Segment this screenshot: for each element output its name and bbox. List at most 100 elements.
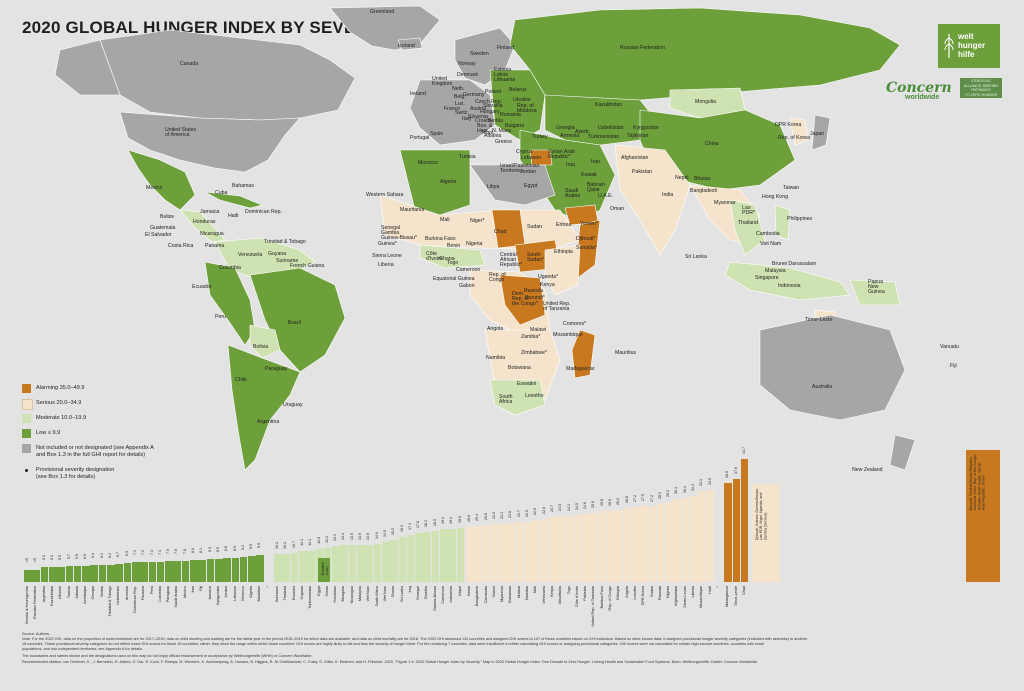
map-label-ukraine: Ukraine (513, 97, 531, 103)
bar-country-label: Ecuador (291, 586, 296, 601)
bar-value-label: 8.9 (232, 545, 237, 551)
map-label-chad: Chad (494, 229, 507, 235)
map-label-iceland: Iceland (398, 43, 415, 49)
bar (181, 560, 190, 582)
map-label-ethiopia: Ethiopia (554, 249, 573, 255)
bar-value-label: 44.7 (741, 447, 746, 455)
bar-country-label: Kyrgyzstan (215, 586, 220, 605)
bar (223, 557, 231, 582)
bar (648, 507, 657, 582)
page-title: 2020 GLOBAL HUNGER INDEX BY SEVERITY (22, 18, 396, 37)
bar-value-label: 14.0 (374, 531, 379, 539)
map-label-myanmar: Myanmar (714, 200, 736, 206)
legend-swatch (25, 469, 28, 472)
bar-country-label: Morocco (240, 586, 245, 601)
bar (206, 559, 215, 582)
map-label-netherlands: Neth. (452, 86, 465, 92)
region-drc (499, 274, 546, 326)
bar (456, 528, 465, 582)
map-label-albania: Albania (484, 133, 502, 139)
bar-value-label: 13.6 (358, 532, 362, 540)
bar-value-label: 7.8 (182, 548, 187, 554)
bar (607, 510, 615, 582)
footer-note-5: Recommended citation: von Grebmer, K., J… (22, 660, 758, 664)
bar (373, 543, 382, 582)
map-label-kenya: Kenya (540, 282, 555, 288)
bar-country-label: Ghana (391, 586, 396, 598)
map-label-nicaragua: Nicaragua (200, 231, 224, 237)
bar (340, 545, 349, 582)
map-label-uae: U.A.E. (598, 193, 613, 199)
bar-value-label: 8.1 (199, 547, 204, 553)
bar-country-label: Iran (191, 586, 195, 593)
map-label-brazil: Brazil (288, 320, 301, 326)
welthungerhilfe-logo: welt hunger hilfe (938, 24, 1000, 68)
bar-value-label: 9.2 (240, 544, 245, 550)
map-label-vanuatu: Vanuatu (940, 344, 959, 350)
map-label-ghana: Ghana (439, 256, 455, 262)
map-label-niger: Niger* (470, 218, 485, 224)
bar-value-label: 16.3 (399, 525, 404, 533)
bar-value-label: 14.5 (382, 530, 387, 538)
map-label-belize: Belize (160, 214, 175, 220)
bar (623, 508, 632, 582)
bar-value-label: 6.7 (116, 551, 121, 557)
map-label-djibouti: Djibouti* (576, 236, 596, 242)
bar-value-label: 19.1 (441, 517, 445, 525)
bar-country-label: Iraq (407, 586, 412, 593)
bar-country-label: Malaysia (358, 586, 362, 601)
footer-note-2: 18 countries. These provisional severity… (22, 642, 764, 646)
bar (274, 553, 282, 582)
map-label-suriname: Suriname (276, 258, 299, 264)
footer-note-1: Note: For the 2020 GHI, data on the prop… (22, 637, 808, 641)
map-label-taiwan: Taiwan (783, 185, 800, 191)
map-label-greenland: Greenland (370, 9, 395, 15)
legend-label: Alarming 35.0–49.9 (36, 385, 85, 391)
map-label-timor-leste: Timor-Leste (805, 317, 833, 323)
bar (248, 555, 256, 582)
bar-country-label: Ethiopia (616, 586, 621, 600)
bar-country-label: Ukraine (58, 586, 63, 600)
map-label-new-zealand: New Zealand (852, 467, 883, 473)
bar-value-label: 36.0 (725, 471, 730, 478)
bar-country-label: Nepal (457, 586, 462, 596)
map-label-south-sudan: South Sudan* (527, 252, 545, 264)
bar-country-label: Côte d'Ivoire (574, 586, 579, 608)
map-label-saudi-arabia: Saudi Arabia (565, 188, 580, 200)
footer-source: Source: Authors. (22, 632, 51, 636)
bar-country-label: Bosnia & Herzegovina (25, 586, 29, 624)
map-label-eritrea: Eritrea (556, 222, 572, 228)
map-label-trinidad: Trinidad & Tobago (264, 239, 306, 245)
bar-country-label: Thailand (283, 586, 288, 601)
bar-value-label: 7.3 (149, 549, 154, 555)
map-label-belarus: Belarus (509, 87, 527, 93)
bar-country-label: Kazakhstan (49, 586, 54, 606)
bar-country-label: Guyana (299, 586, 304, 600)
region-central-america (179, 209, 226, 243)
bar-country-label: Botswana (508, 586, 513, 603)
bar (406, 534, 415, 582)
map-label-equatorial-guinea: Equatorial Guinea (433, 276, 475, 282)
region-usa (119, 111, 301, 173)
bar-value-label: 31.4 (691, 483, 695, 491)
map-label-north-macedonia: N. Mace. (492, 128, 513, 134)
bar-value-label: 10.2 (283, 541, 288, 549)
bar-country-label: Viet Nam (382, 586, 387, 602)
bar (465, 527, 474, 582)
region-png (849, 279, 901, 306)
map-label-cyprus: Cyprus (516, 149, 533, 155)
bar-country-label: Paraguay (166, 586, 171, 603)
whh-logo-text: welt hunger hilfe (958, 32, 986, 59)
bar (598, 511, 607, 582)
bar-country-label: Sudan (649, 586, 654, 597)
map-label-switzerland: Switz. (455, 110, 469, 116)
bar-country-label: Azerbaijan (83, 586, 88, 604)
map-label-bahamas: Bahamas (232, 183, 254, 189)
bar-value-label: 37.6 (733, 466, 738, 474)
bar (98, 565, 107, 582)
map-label-french-guiana: French Guiana (290, 263, 325, 269)
bar-country-label: Argentina (41, 586, 46, 603)
bar (490, 524, 499, 582)
legend-swatch (22, 429, 31, 438)
map-label-oman: Oman (610, 206, 625, 212)
